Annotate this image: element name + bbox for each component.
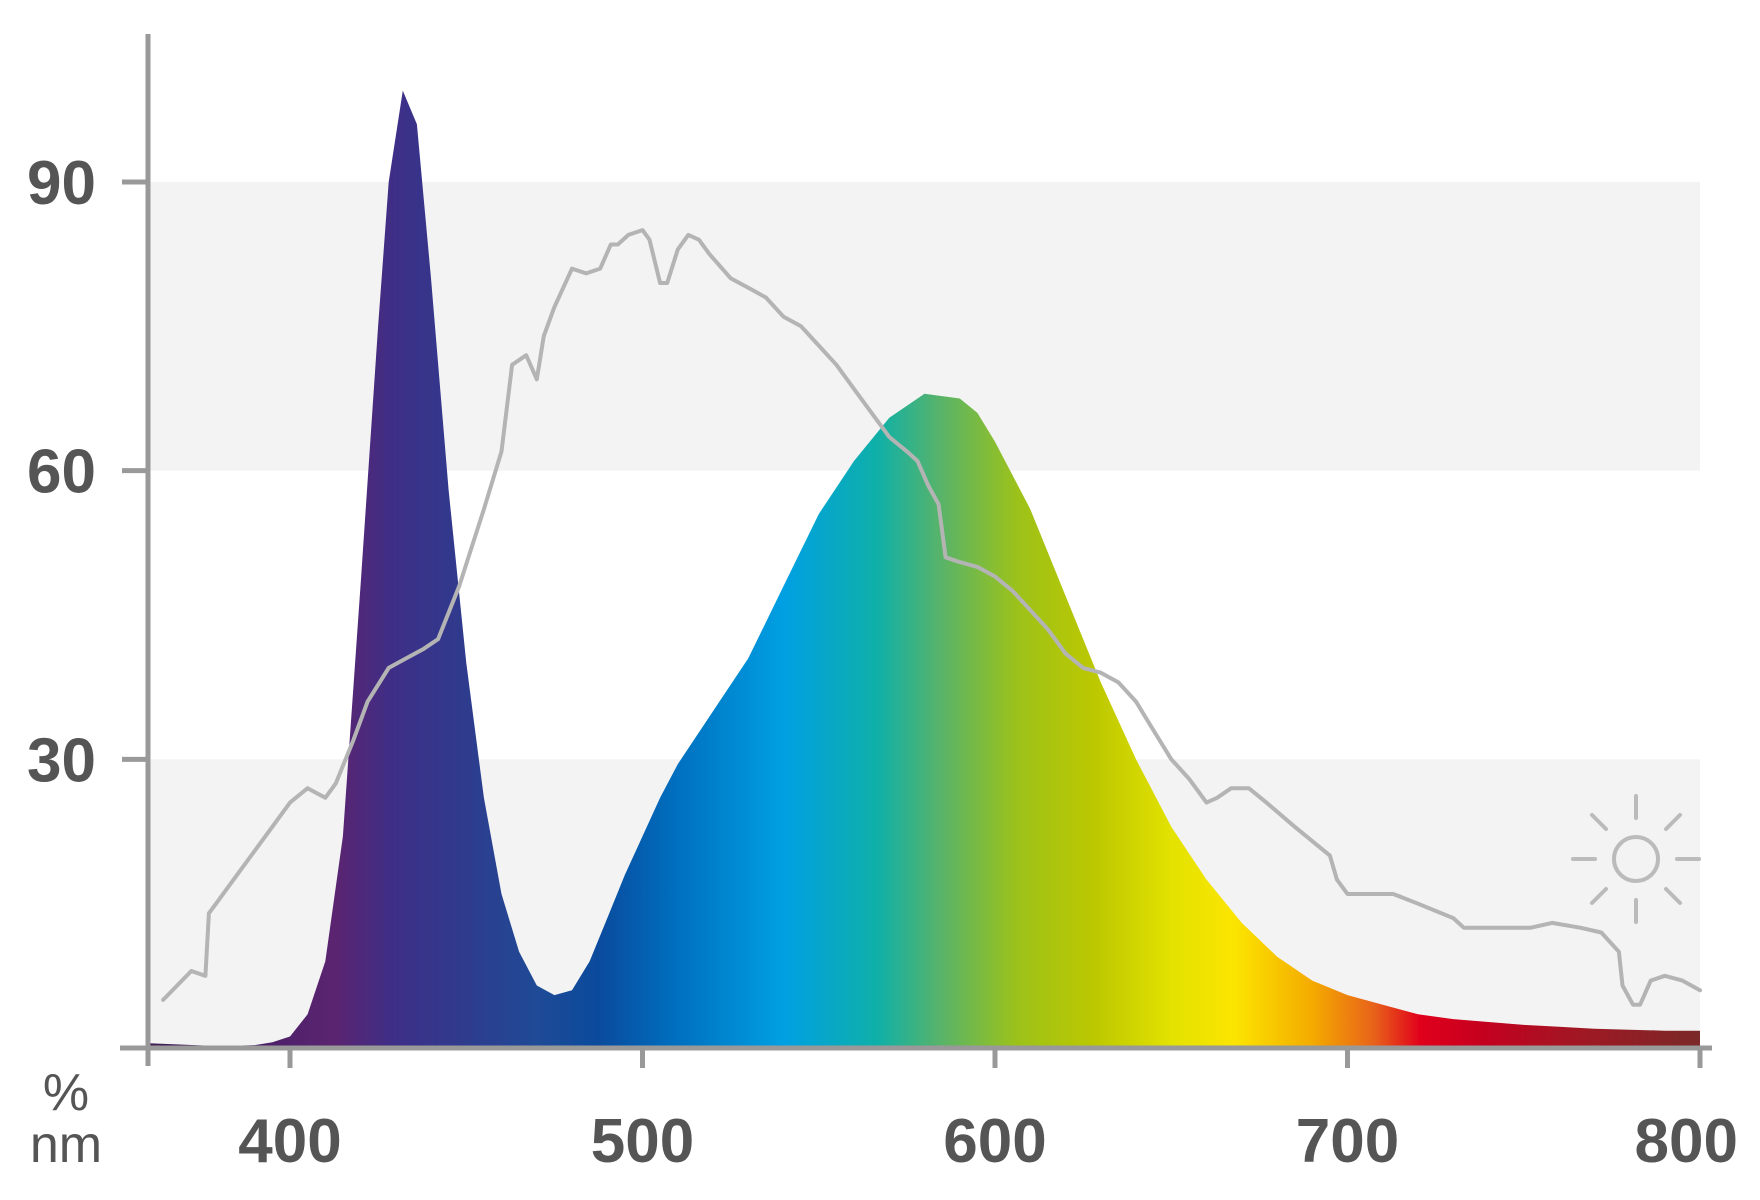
- y-ticks: 30 60 90: [27, 149, 148, 795]
- y-tick-label: 90: [27, 149, 96, 218]
- y-tick-label: 30: [27, 726, 96, 795]
- x-ticks: 400 500 600 700 800: [238, 1048, 1738, 1176]
- x-tick-label: 500: [591, 1107, 694, 1176]
- x-tick-label: 800: [1635, 1107, 1738, 1176]
- led-spectrum-area: [149, 90, 1700, 1049]
- x-tick-label: 600: [943, 1107, 1046, 1176]
- y-unit-label: %: [43, 1064, 89, 1122]
- daylight-spectrum-line: [161, 228, 1702, 1007]
- x-tick-label: 400: [238, 1107, 341, 1176]
- x-unit-label: nm: [30, 1116, 102, 1174]
- y-tick-label: 60: [27, 438, 96, 507]
- x-tick-label: 700: [1296, 1107, 1399, 1176]
- sun-icon: [1571, 794, 1701, 924]
